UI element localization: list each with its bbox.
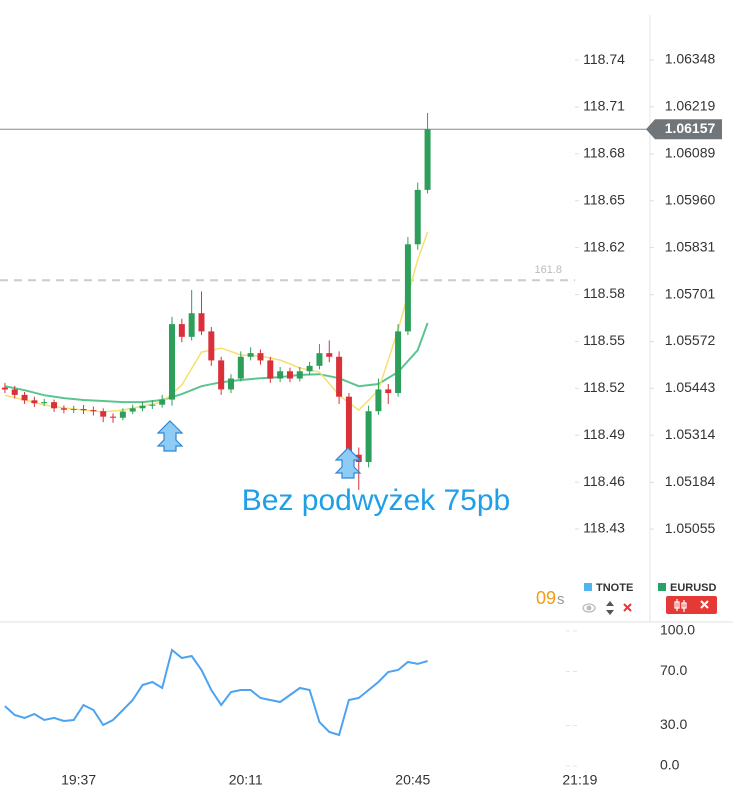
candle-body <box>296 371 303 379</box>
candle-body <box>326 353 333 357</box>
candle-body <box>149 404 156 406</box>
signal-arrow <box>156 420 184 452</box>
rsi-line <box>4 648 428 737</box>
candle-body <box>208 331 215 361</box>
candle-body <box>139 405 146 409</box>
annotation: Bez podwyżek 75pb <box>242 484 511 517</box>
last-price-label: 1.06157 <box>665 120 716 136</box>
candle-body <box>345 396 352 455</box>
candle-body <box>306 365 313 372</box>
remove-icon[interactable] <box>623 603 632 612</box>
candle-body <box>316 353 323 366</box>
candle-body <box>159 399 166 405</box>
x-tick-label: 20:11 <box>229 772 263 788</box>
x-tick-label: 20:45 <box>395 772 430 788</box>
candle-body <box>90 410 97 412</box>
candle-body <box>395 331 402 394</box>
countdown-unit: s <box>557 591 565 608</box>
y2-tick-label: 118.74 <box>583 51 625 67</box>
rsi-tick-label: 100.0 <box>660 622 695 638</box>
y2-tick-label: 118.46 <box>583 473 625 489</box>
rsi-tick-label: 30.0 <box>660 716 687 732</box>
fib-label: 161.8 <box>534 264 562 276</box>
y-tick-label: 1.05960 <box>665 191 716 207</box>
candle-body <box>267 360 274 379</box>
y-tick-label: 1.05314 <box>665 426 716 442</box>
candle-body <box>188 313 195 337</box>
plot-area: 1.06348 1.06219 1.06089 1.05960 1.05831 1.057… <box>0 51 722 788</box>
candle-body <box>1 387 8 390</box>
x-tick-label: 21:19 <box>562 772 597 788</box>
candle-body <box>277 371 284 379</box>
visibility-icon[interactable] <box>582 603 596 613</box>
candle-body <box>336 356 343 397</box>
candle-body <box>80 409 87 411</box>
candle-body <box>169 324 176 400</box>
candle-body <box>257 353 264 361</box>
y2-tick-label: 118.43 <box>583 520 625 536</box>
fast-average <box>4 231 429 413</box>
candle-body <box>375 389 382 412</box>
y2-tick-label: 118.52 <box>583 379 625 395</box>
candle-body <box>385 389 392 394</box>
x-tick-label: 19:37 <box>61 772 96 788</box>
candle-body <box>414 189 421 245</box>
y-tick-label: 1.05701 <box>665 285 716 301</box>
y2-tick-label: 118.71 <box>583 98 625 114</box>
rsi-tick-label: 70.0 <box>660 662 687 678</box>
y2-tick-label: 118.68 <box>583 145 625 161</box>
candle-body <box>51 402 58 409</box>
legend-label: TNOTE <box>596 582 633 594</box>
legend-swatch <box>658 583 666 591</box>
signal-arrow <box>334 447 362 479</box>
candle-body <box>178 324 185 337</box>
candle-body <box>247 353 254 357</box>
legend-label: EURUSD <box>670 582 717 594</box>
countdown: 09 <box>536 588 556 608</box>
candle-body <box>119 411 126 418</box>
y-tick-label: 1.05184 <box>665 473 716 489</box>
y2-tick-label: 118.62 <box>583 238 625 254</box>
y-tick-label: 1.05572 <box>665 332 716 348</box>
candle-body <box>424 129 431 190</box>
y2-tick-label: 118.55 <box>583 332 625 348</box>
candle-body <box>218 360 225 390</box>
candle-body <box>237 356 244 379</box>
candle-body <box>404 244 411 332</box>
candle-body <box>41 402 48 404</box>
y-tick-label: 1.06219 <box>665 97 716 113</box>
y-tick-label: 1.05443 <box>665 379 716 395</box>
y2-tick-label: 118.58 <box>583 285 625 301</box>
candle-body <box>110 416 117 418</box>
candle-body <box>227 378 234 390</box>
reorder-icon[interactable] <box>606 601 614 615</box>
y2-tick-label: 118.65 <box>583 191 625 207</box>
y-tick-label: 1.06348 <box>665 51 716 67</box>
eurusd-controls[interactable] <box>666 596 717 614</box>
y2-tick-label: 118.49 <box>583 426 625 442</box>
y-tick-label: 1.06089 <box>665 145 716 161</box>
rsi-tick-label: 0.0 <box>660 757 680 773</box>
candle-body <box>60 408 67 410</box>
candle-body <box>70 409 77 411</box>
candle-body <box>365 411 372 462</box>
candle-body <box>286 371 293 379</box>
candle-body <box>129 408 136 412</box>
candle-body <box>198 313 205 332</box>
candle-body <box>100 411 107 417</box>
y-tick-label: 1.05055 <box>665 520 716 536</box>
candle-body <box>11 389 18 395</box>
candle-body <box>21 394 28 401</box>
last-price-tag <box>646 119 722 140</box>
legend-swatch <box>584 583 592 591</box>
candle-body <box>31 400 38 404</box>
y-tick-label: 1.05831 <box>665 238 716 254</box>
